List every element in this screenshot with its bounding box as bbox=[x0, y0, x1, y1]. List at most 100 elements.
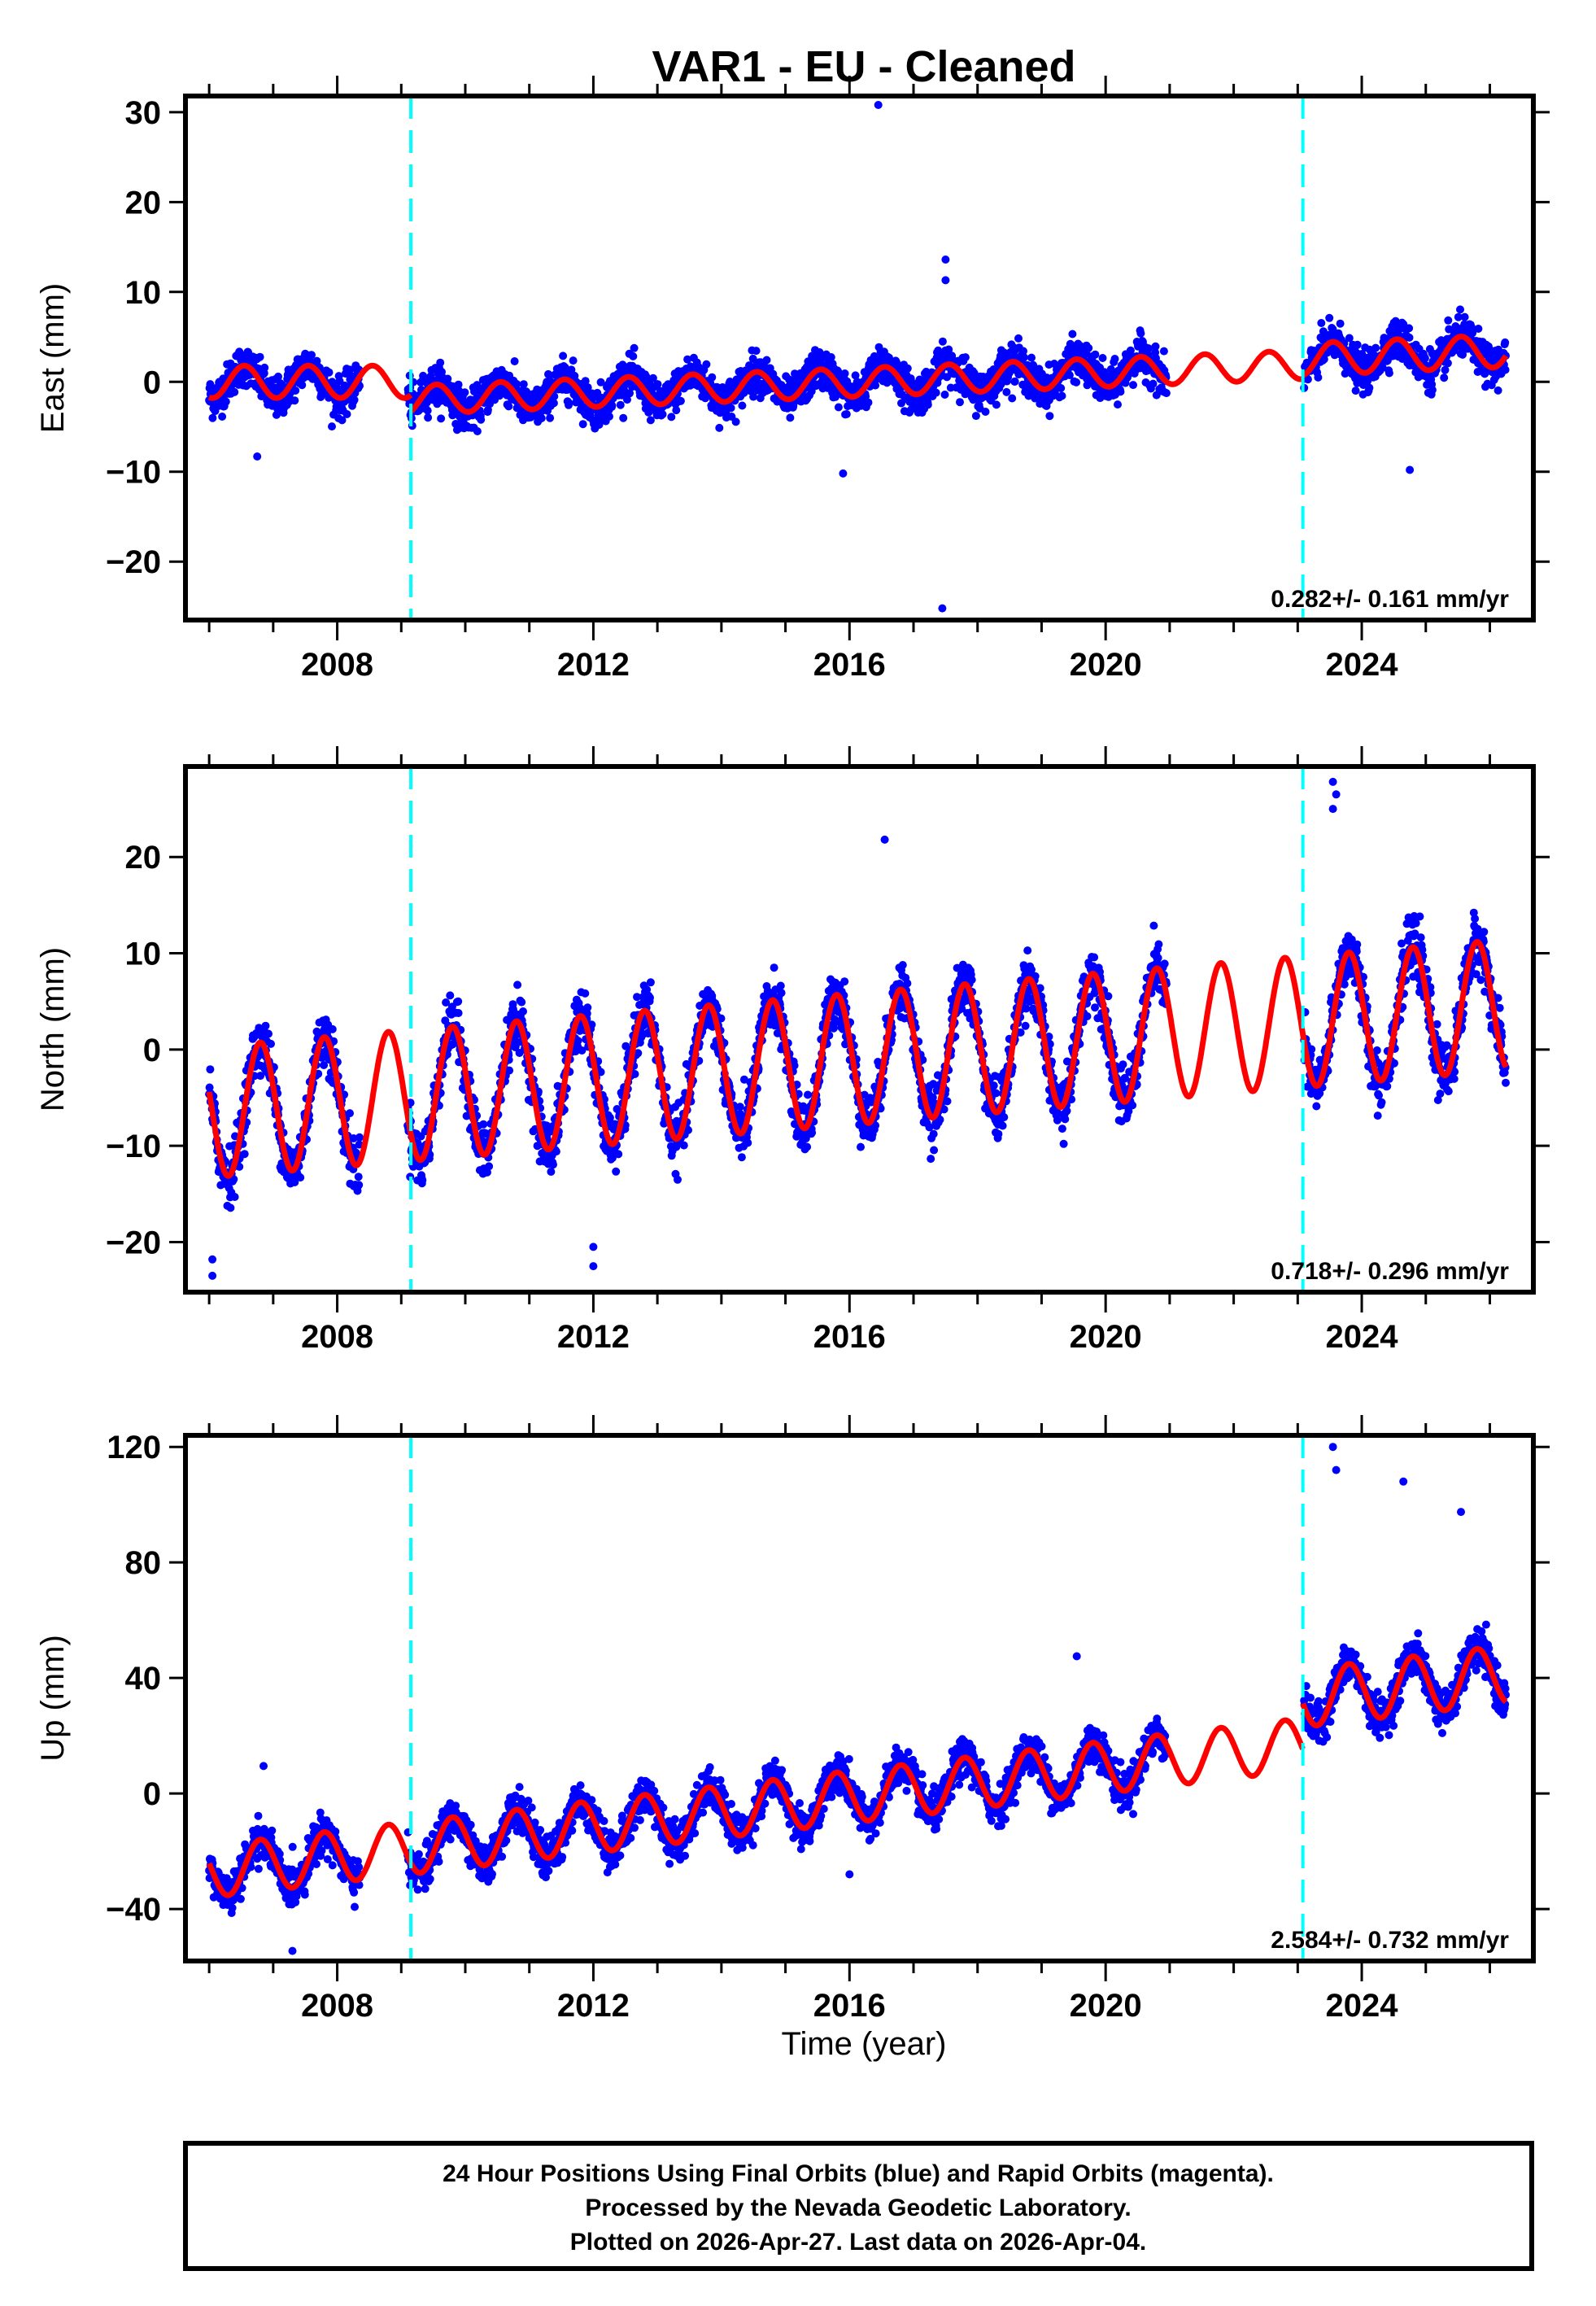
data-point bbox=[1385, 369, 1393, 378]
data-point bbox=[1456, 305, 1464, 314]
data-point-outlier bbox=[839, 469, 848, 478]
rate-label: 0.282+/- 0.161 mm/yr bbox=[1271, 586, 1509, 613]
data-point bbox=[726, 404, 735, 413]
data-point bbox=[573, 1037, 582, 1046]
data-point bbox=[260, 363, 269, 372]
data-point bbox=[1136, 329, 1145, 338]
data-point bbox=[264, 1029, 273, 1038]
x-tick-label: 2024 bbox=[1326, 647, 1399, 683]
data-point bbox=[923, 400, 932, 409]
data-point bbox=[537, 414, 546, 422]
data-point bbox=[1420, 354, 1429, 363]
data-point bbox=[1319, 355, 1328, 364]
data-point bbox=[1084, 343, 1093, 352]
data-point bbox=[549, 399, 558, 408]
data-point-outlier bbox=[253, 452, 262, 461]
data-point bbox=[842, 410, 851, 418]
data-point bbox=[956, 398, 964, 407]
data-point bbox=[605, 412, 613, 421]
model-fit-line bbox=[207, 362, 413, 401]
data-point bbox=[582, 1009, 591, 1018]
data-point bbox=[840, 369, 849, 378]
data-point bbox=[674, 1175, 682, 1184]
data-point bbox=[708, 373, 717, 382]
data-point bbox=[1336, 319, 1345, 328]
data-point bbox=[676, 396, 685, 405]
data-point bbox=[646, 416, 655, 425]
data-point bbox=[1027, 353, 1036, 362]
x-tick-label: 2016 bbox=[813, 647, 886, 683]
data-point bbox=[355, 1133, 364, 1142]
data-point bbox=[510, 357, 519, 365]
data-point bbox=[1317, 319, 1326, 327]
data-point bbox=[235, 1162, 244, 1171]
data-point bbox=[1468, 329, 1477, 338]
data-point bbox=[1371, 343, 1380, 352]
y-tick-label: −20 bbox=[106, 544, 161, 580]
data-point bbox=[255, 352, 264, 361]
data-point bbox=[442, 998, 451, 1007]
data-point bbox=[789, 401, 798, 410]
data-point bbox=[731, 417, 740, 426]
x-tick-label: 2020 bbox=[1070, 647, 1142, 683]
data-point bbox=[1162, 389, 1171, 398]
data-point bbox=[552, 1147, 560, 1156]
data-point bbox=[786, 413, 795, 422]
data-point bbox=[931, 388, 940, 397]
data-point bbox=[749, 392, 758, 401]
data-point bbox=[776, 981, 785, 990]
data-point bbox=[826, 353, 835, 361]
data-point bbox=[1144, 344, 1153, 353]
data-point bbox=[626, 389, 634, 398]
data-point bbox=[325, 368, 334, 377]
data-point bbox=[291, 387, 300, 395]
data-point bbox=[752, 347, 761, 356]
data-point bbox=[653, 380, 662, 389]
data-point-outlier bbox=[941, 255, 950, 264]
data-point bbox=[679, 1141, 688, 1150]
data-point bbox=[274, 372, 282, 381]
data-points bbox=[205, 777, 1510, 1280]
data-point bbox=[578, 420, 587, 429]
data-point bbox=[646, 994, 654, 1002]
data-point bbox=[479, 1120, 488, 1129]
data-point bbox=[208, 413, 217, 422]
data-point bbox=[298, 381, 307, 390]
data-point bbox=[940, 391, 949, 399]
data-point bbox=[1454, 312, 1463, 321]
data-point bbox=[596, 378, 605, 387]
x-tick-label: 2008 bbox=[301, 647, 373, 683]
data-point bbox=[702, 360, 711, 369]
data-point bbox=[569, 356, 578, 365]
data-point bbox=[505, 1066, 514, 1075]
data-point bbox=[1501, 365, 1510, 374]
data-point bbox=[519, 380, 528, 389]
data-point bbox=[587, 1020, 596, 1029]
model-fit-line bbox=[408, 348, 1306, 415]
data-point bbox=[992, 400, 1001, 409]
data-point bbox=[1444, 316, 1453, 325]
data-point bbox=[612, 1167, 621, 1176]
data-point bbox=[857, 1142, 865, 1151]
data-point bbox=[517, 998, 526, 1007]
y-tick-label: 10 bbox=[125, 275, 162, 311]
data-point bbox=[608, 401, 617, 410]
data-point-outlier bbox=[938, 604, 947, 613]
data-point bbox=[454, 1009, 463, 1017]
data-point bbox=[864, 398, 873, 407]
data-point bbox=[1014, 334, 1023, 343]
x-tick-label: 2012 bbox=[557, 647, 630, 683]
data-point bbox=[1325, 313, 1334, 322]
data-point bbox=[834, 403, 843, 412]
data-point bbox=[1345, 334, 1354, 343]
data-point bbox=[240, 1150, 249, 1159]
data-point bbox=[460, 388, 469, 397]
data-point bbox=[1065, 371, 1074, 379]
data-point bbox=[328, 422, 336, 431]
model-fit-line bbox=[1300, 334, 1509, 378]
data-point bbox=[777, 989, 786, 998]
data-point bbox=[715, 423, 724, 432]
data-point bbox=[338, 416, 347, 425]
data-point bbox=[1314, 373, 1323, 382]
